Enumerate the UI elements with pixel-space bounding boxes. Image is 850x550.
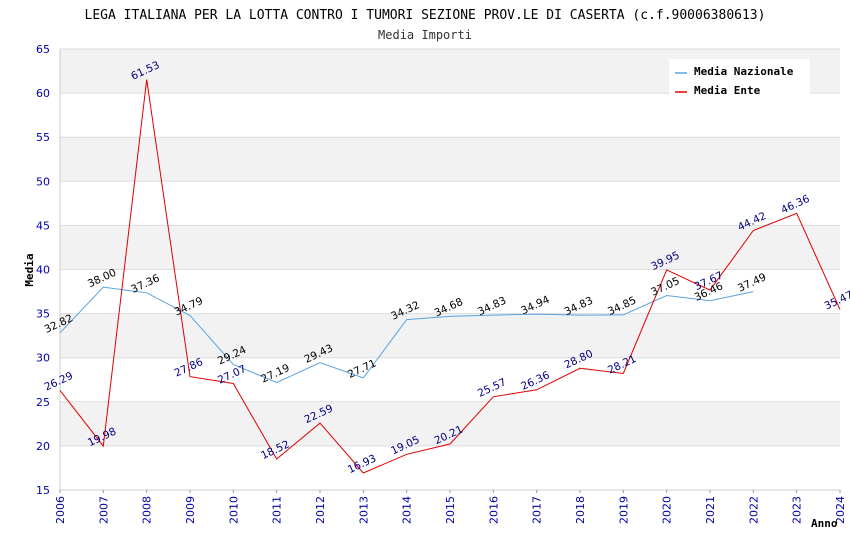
- y-tick-label: 65: [36, 43, 50, 56]
- x-tick-label: 2015: [444, 496, 457, 524]
- y-tick-label: 60: [36, 87, 50, 100]
- legend-box: [669, 59, 810, 97]
- x-tick-label: 2008: [141, 496, 154, 524]
- x-tick-label: 2020: [661, 496, 674, 524]
- y-tick-label: 30: [36, 352, 50, 365]
- data-label: 37.49: [736, 271, 768, 295]
- x-tick-label: 2017: [531, 496, 544, 524]
- x-tick-label: 2014: [401, 496, 414, 524]
- background-bands: [60, 49, 840, 446]
- y-tick-label: 45: [36, 219, 50, 232]
- data-label: 16.93: [346, 452, 378, 476]
- series-lines: [59, 79, 841, 474]
- background-band: [60, 401, 840, 446]
- x-tick-label: 2018: [574, 496, 587, 524]
- series-line-1: [59, 79, 841, 474]
- series-line-0: [59, 286, 754, 384]
- x-tick-label: 2009: [184, 496, 197, 524]
- y-tick-label: 40: [36, 264, 50, 277]
- x-tick-label: 2023: [791, 496, 804, 524]
- y-tick-labels: 15 20 25 30 35 40 45 50 55 60 65: [36, 43, 50, 497]
- x-axis-label: Anno: [811, 517, 838, 530]
- legend-label-media-nazionale: Media Nazionale: [694, 65, 794, 78]
- x-tick-label: 2016: [487, 496, 500, 524]
- x-tick-label: 2010: [227, 496, 240, 524]
- y-tick-label: 50: [36, 175, 50, 188]
- x-tick-label: 2022: [747, 496, 760, 524]
- legend: Media Nazionale Media Ente: [669, 59, 810, 97]
- x-tick-label: 2007: [97, 496, 110, 524]
- x-tick-label: 2012: [314, 496, 327, 524]
- data-label: 35.47: [823, 289, 850, 313]
- x-tick-labels: 2006 2007 2008 2009 2010 2011 2012 2013 2014 2015…: [54, 496, 847, 524]
- data-label: 27.86: [173, 356, 206, 380]
- y-axis-label: Media: [23, 253, 36, 286]
- x-tick-label: 2013: [357, 496, 370, 524]
- data-label: 38.00: [86, 267, 118, 291]
- data-label: 46.36: [779, 193, 812, 217]
- data-label: 26.36: [519, 369, 552, 393]
- background-band: [60, 313, 840, 358]
- axes: [59, 49, 841, 493]
- x-tick-label: 2019: [617, 496, 630, 524]
- y-tick-label: 35: [36, 308, 50, 321]
- x-tick-label: 2006: [54, 496, 67, 524]
- x-tick-label: 2024: [834, 496, 847, 524]
- y-tick-label: 55: [36, 131, 50, 144]
- legend-label-media-ente: Media Ente: [694, 84, 761, 97]
- x-tick-label: 2011: [271, 496, 284, 524]
- data-label: 26.29: [43, 370, 75, 394]
- chart-title: LEGA ITALIANA PER LA LOTTA CONTRO I TUMO…: [85, 8, 766, 23]
- y-tick-label: 25: [36, 396, 50, 409]
- y-tick-label: 20: [36, 440, 50, 453]
- background-band: [60, 137, 840, 182]
- x-tick-label: 2021: [704, 496, 717, 524]
- gridlines: [60, 48, 840, 491]
- data-label: 25.57: [476, 376, 508, 400]
- data-label: 37.05: [649, 275, 681, 299]
- background-band: [60, 225, 840, 270]
- chart-subtitle: Media Importi: [378, 28, 472, 42]
- y-tick-label: 15: [36, 484, 50, 497]
